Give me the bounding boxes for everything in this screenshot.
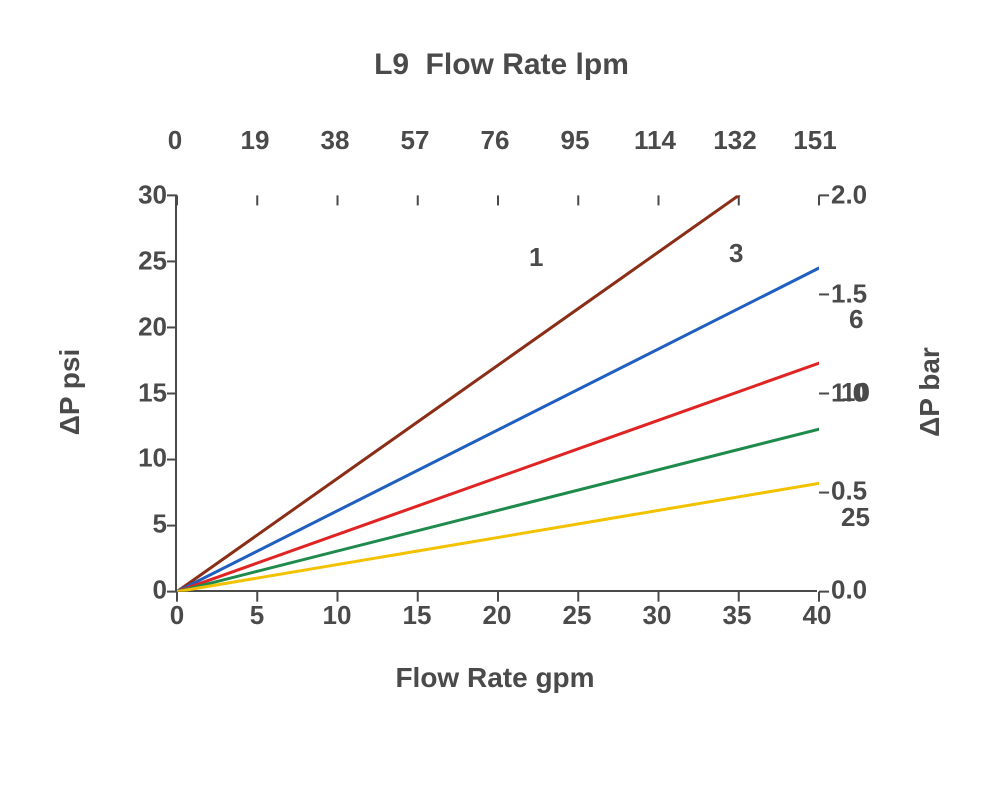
x-top-tick-label: 151 xyxy=(793,125,836,156)
y-left-tick-label: 5 xyxy=(153,509,167,540)
x-top-tick-label: 76 xyxy=(481,125,510,156)
y-left-tick-label: 25 xyxy=(138,245,167,276)
title-row: L9 Flow Rate lpm xyxy=(0,48,1003,82)
x-bottom-tick-label: 30 xyxy=(643,600,672,631)
y-left-tick-label: 10 xyxy=(138,443,167,474)
series-label: 3 xyxy=(729,238,743,269)
x-top-tick-label: 38 xyxy=(321,125,350,156)
y-left-tick-label: 0 xyxy=(153,575,167,606)
y-left-tick-label: 30 xyxy=(138,180,167,211)
top-axis-title: Flow Rate lpm xyxy=(426,48,629,82)
y-right-tick-label: 2.0 xyxy=(831,180,867,211)
series-label: 1 xyxy=(529,242,543,273)
top-axis-ticks: 01938577695114132151 xyxy=(175,125,815,165)
x-bottom-tick-label: 5 xyxy=(250,600,264,631)
x-top-tick-label: 95 xyxy=(561,125,590,156)
y-left-axis-title: ΔP psi xyxy=(54,349,86,436)
series-label: 25 xyxy=(841,502,870,533)
series-label: 6 xyxy=(849,304,863,335)
x-bottom-tick-label: 25 xyxy=(563,600,592,631)
y-right-axis-title: ΔP bar xyxy=(914,347,946,437)
chart-code: L9 xyxy=(374,48,409,82)
chart-container: L9 Flow Rate lpm 01938577695114132151 ΔP… xyxy=(0,0,1003,786)
x-bottom-tick-label: 15 xyxy=(403,600,432,631)
x-bottom-axis-title: Flow Rate gpm xyxy=(395,662,594,694)
x-bottom-tick-label: 0 xyxy=(170,600,184,631)
plot-area: 0510152025300.00.51.01.52.00510152025303… xyxy=(175,195,817,592)
x-bottom-tick-label: 35 xyxy=(723,600,752,631)
x-top-tick-label: 57 xyxy=(401,125,430,156)
x-top-tick-label: 0 xyxy=(168,125,182,156)
y-left-tick-label: 15 xyxy=(138,377,167,408)
x-bottom-tick-label: 10 xyxy=(323,600,352,631)
x-top-tick-label: 19 xyxy=(241,125,270,156)
x-bottom-tick-label: 40 xyxy=(803,600,832,631)
x-top-tick-label: 114 xyxy=(634,125,676,156)
y-left-tick-label: 20 xyxy=(138,311,167,342)
y-right-tick-label: 0.0 xyxy=(831,575,867,606)
series-label: 10 xyxy=(841,377,870,408)
x-top-tick-label: 132 xyxy=(713,125,756,156)
x-bottom-tick-label: 20 xyxy=(483,600,512,631)
plot-svg xyxy=(177,195,819,592)
